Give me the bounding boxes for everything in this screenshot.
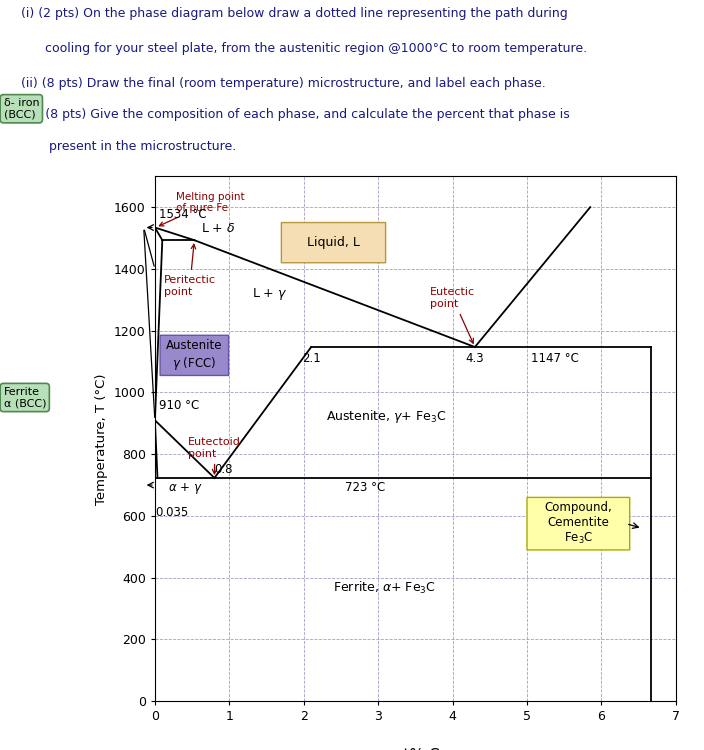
Text: Peritectic
point: Peritectic point	[164, 244, 216, 297]
Text: Ferrite, $\alpha$+ Fe$_3$C: Ferrite, $\alpha$+ Fe$_3$C	[334, 580, 436, 596]
Text: $\alpha$ + $\gamma$: $\alpha$ + $\gamma$	[168, 482, 203, 496]
Text: Austenite, $\gamma$+ Fe$_3$C: Austenite, $\gamma$+ Fe$_3$C	[326, 408, 446, 425]
Text: Eutectoid
point: Eutectoid point	[189, 437, 241, 474]
Text: Liquid, L: Liquid, L	[307, 236, 360, 249]
Text: δ- iron
(BCC): δ- iron (BCC)	[4, 98, 39, 119]
Text: Melting point
of pure Fe: Melting point of pure Fe	[159, 192, 244, 226]
Text: cooling for your steel plate, from the austenitic region @1000°C to room tempera: cooling for your steel plate, from the a…	[21, 42, 587, 56]
Text: 2.1: 2.1	[302, 352, 320, 364]
Text: present in the microstructure.: present in the microstructure.	[21, 140, 236, 153]
Text: 1534 °C: 1534 °C	[159, 208, 207, 221]
Y-axis label: Temperature, T (°C): Temperature, T (°C)	[96, 373, 108, 505]
Text: Ferrite
α (BCC): Ferrite α (BCC)	[4, 387, 46, 408]
Text: 4.3: 4.3	[465, 352, 484, 364]
Text: (i) (2 pts) On the phase diagram below draw a dotted line representing the path : (i) (2 pts) On the phase diagram below d…	[21, 8, 567, 20]
Text: 910 °C: 910 °C	[159, 400, 200, 412]
Text: (ii) (8 pts) Draw the final (room temperature) microstructure, and label each ph: (ii) (8 pts) Draw the final (room temper…	[21, 76, 546, 90]
FancyBboxPatch shape	[527, 497, 629, 550]
Text: Austenite
$\gamma$ (FCC): Austenite $\gamma$ (FCC)	[166, 339, 222, 371]
Text: (iii) (8 pts) Give the composition of each phase, and calculate the percent that: (iii) (8 pts) Give the composition of ea…	[21, 108, 570, 122]
Text: 723 °C: 723 °C	[345, 482, 385, 494]
Text: 0.8: 0.8	[215, 464, 233, 476]
FancyBboxPatch shape	[282, 223, 386, 262]
Text: Compound,
Cementite
Fe$_3$C: Compound, Cementite Fe$_3$C	[544, 501, 612, 546]
Text: 0.035: 0.035	[156, 506, 189, 519]
FancyBboxPatch shape	[160, 335, 229, 376]
Text: 1147 °C: 1147 °C	[531, 352, 579, 364]
X-axis label: wt% C: wt% C	[391, 748, 440, 750]
Text: L + $\gamma$: L + $\gamma$	[251, 286, 287, 302]
Text: Eutectic
point: Eutectic point	[430, 287, 475, 344]
Text: L + $\delta$: L + $\delta$	[201, 222, 235, 235]
